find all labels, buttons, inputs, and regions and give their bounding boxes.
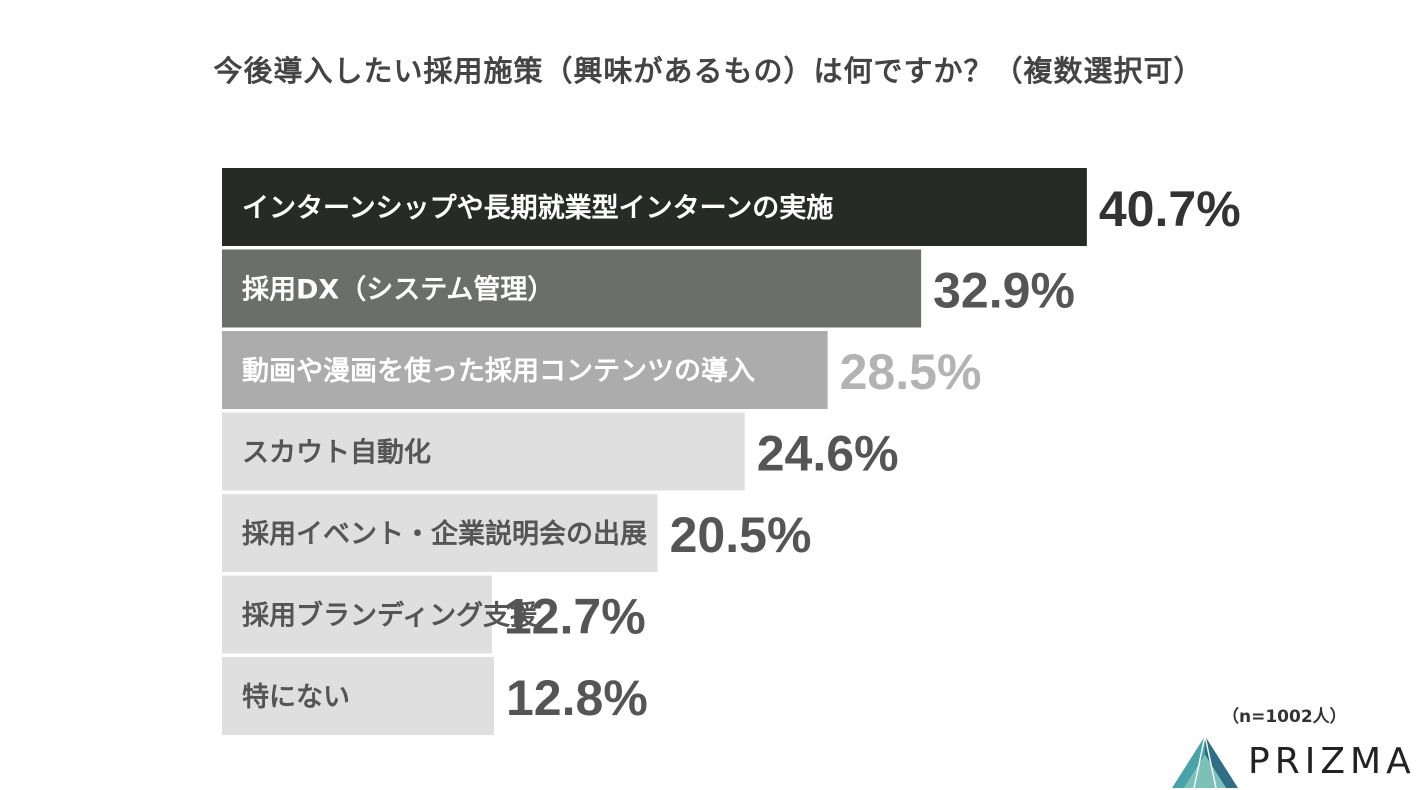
bar-4 (222, 412, 745, 491)
category-label-3: 動画や漫画を使った採用コンテンツの導入 (242, 355, 755, 387)
sample-size-note: （n=1002人） (1222, 707, 1347, 727)
category-label-6: 採用ブランディング支援 (242, 600, 538, 632)
logo-text: PRIZMA (1248, 741, 1416, 782)
category-label-5: 採用イベント・企業説明会の出展 (242, 518, 647, 550)
category-label-4: スカウト自動化 (242, 437, 431, 469)
value-label-7: 12.8% (506, 670, 648, 726)
bar-7 (222, 657, 494, 735)
prizma-logo: PRIZMA (1170, 733, 1417, 790)
chart-title: 今後導入したい採用施策（興味があるもの）は何ですか？（複数選択可） (213, 54, 1204, 88)
bar-2 (222, 249, 922, 328)
value-label-6: 12.7% (504, 589, 646, 645)
category-label-1: インターンシップや長期就業型インターンの実施 (242, 192, 833, 224)
value-label-5: 20.5% (670, 507, 812, 563)
category-label-7: 特にない (242, 682, 350, 713)
prizma-mountain-icon (1172, 735, 1238, 789)
value-label-1: 40.7% (1099, 181, 1241, 237)
value-label-2: 32.9% (933, 263, 1075, 319)
category-label-2: 採用DX（システム管理） (242, 275, 554, 306)
bar-5 (222, 494, 658, 572)
bar-6 (222, 575, 492, 654)
value-label-4: 24.6% (757, 426, 899, 482)
value-label-3: 28.5% (840, 344, 982, 400)
bar-1 (222, 168, 1087, 246)
bar-3 (222, 331, 828, 409)
